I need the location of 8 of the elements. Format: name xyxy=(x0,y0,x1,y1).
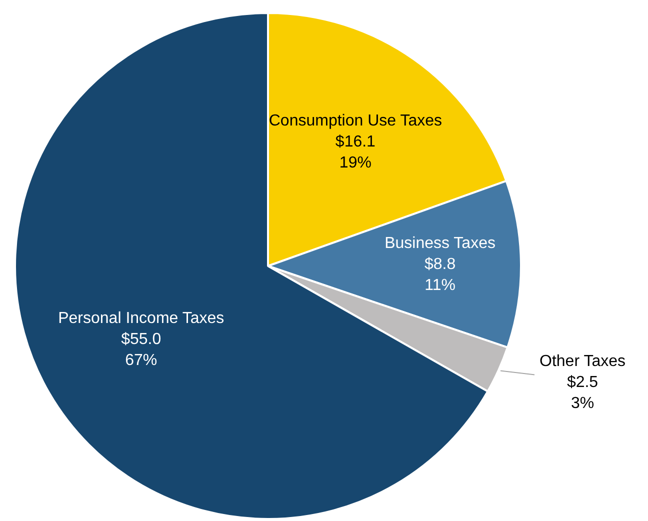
slice-label: Consumption Use Taxes xyxy=(268,112,442,130)
data-label: $55.0 67% xyxy=(121,331,162,370)
slice-label: Personal Income Taxes xyxy=(58,310,224,328)
data-label: $8.8 11% xyxy=(424,256,456,294)
data-label: $2.5 3% xyxy=(566,374,598,412)
slice-label: Other Taxes xyxy=(540,353,626,370)
data-label: $16.1 19% xyxy=(335,133,376,172)
slice-label: Business Taxes xyxy=(384,235,496,252)
